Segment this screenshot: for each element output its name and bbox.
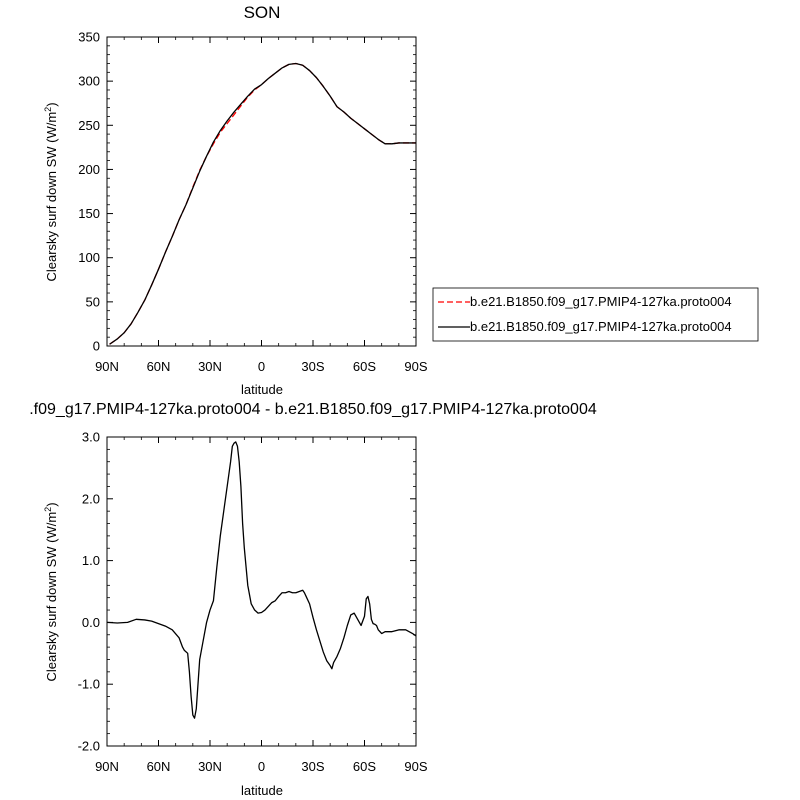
- bottom-y-tick-label: 1.0: [82, 553, 100, 568]
- bottom-x-tick-label: 60S: [353, 759, 376, 774]
- bottom-x-tick-label: 90N: [95, 759, 119, 774]
- bottom-series-line-1: [106, 441, 417, 719]
- top-chart-title: SON: [244, 3, 281, 22]
- bottom-x-tick-label: 30S: [301, 759, 324, 774]
- bottom-y-axis-label: Clearsky surf down SW (W/m2): [43, 502, 59, 681]
- legend: b.e21.B1850.f09_g17.PMIP4-127ka.proto004…: [432, 287, 759, 342]
- legend-entry-2-label: b.e21.B1850.f09_g17.PMIP4-127ka.proto004: [470, 319, 732, 334]
- bottom-plot-frame: [106, 436, 417, 747]
- top-x-tick-label: 90N: [95, 359, 119, 374]
- top-x-tick-label: 0: [258, 359, 265, 374]
- top-y-tick-label: 350: [78, 30, 100, 45]
- top-y-tick-label: 50: [86, 294, 100, 309]
- bottom-series-lines: [106, 441, 417, 719]
- top-series-lines: [109, 62, 416, 345]
- bottom-y-axis-label-sup: 2: [43, 507, 53, 512]
- top-plot-frame: [106, 36, 417, 347]
- top-y-ticks: 0 50 100 150 200 250 300 350: [78, 30, 416, 354]
- bottom-y-tick-label: 3.0: [82, 430, 100, 445]
- top-x-tick-label: 30S: [301, 359, 324, 374]
- top-x-tick-label: 30N: [198, 359, 222, 374]
- bottom-y-tick-label: -1.0: [78, 677, 100, 692]
- bottom-y-tick-label: 0.0: [82, 615, 100, 630]
- top-x-axis-label: latitude: [241, 382, 283, 397]
- bottom-x-tick-label: 90S: [404, 759, 427, 774]
- bottom-y-tick-label: 2.0: [82, 491, 100, 506]
- bottom-panel: .f09_g17.PMIP4-127ka.proto004 - b.e21.B1…: [29, 401, 597, 798]
- top-y-axis-label-sup: 2: [43, 107, 53, 112]
- top-y-tick-label: 250: [78, 118, 100, 133]
- bottom-y-tick-label: -2.0: [78, 739, 100, 754]
- top-y-tick-label: 0: [93, 339, 100, 354]
- top-x-tick-label: 90S: [404, 359, 427, 374]
- top-x-tick-label: 60N: [147, 359, 171, 374]
- bottom-x-tick-label: 0: [258, 759, 265, 774]
- top-y-axis-label: Clearsky surf down SW (W/m2): [43, 102, 59, 281]
- top-series-line-1: [109, 62, 416, 345]
- bottom-chart-title: .f09_g17.PMIP4-127ka.proto004 - b.e21.B1…: [29, 401, 597, 418]
- top-y-tick-label: 300: [78, 74, 100, 89]
- top-series-line-2: [109, 62, 416, 345]
- legend-frame: [432, 287, 759, 342]
- bottom-y-ticks: -2.0 -1.0 0.0 1.0 2.0 3.0: [78, 430, 416, 754]
- top-x-tick-label: 60S: [353, 359, 376, 374]
- top-panel: SON Clearsky surf down SW (W/m2) latitud…: [43, 3, 428, 397]
- top-x-ticks: 90N 60N 30N 0 30S 60S 90S: [95, 37, 428, 374]
- bottom-x-axis-label: latitude: [241, 783, 283, 798]
- top-y-axis-label-end: ): [44, 102, 59, 106]
- top-y-tick-label: 100: [78, 250, 100, 265]
- bottom-y-axis-label-end: ): [44, 502, 59, 506]
- top-y-tick-label: 150: [78, 206, 100, 221]
- bottom-x-ticks: 90N 60N 30N 0 30S 60S 90S: [95, 437, 428, 774]
- legend-entry-1-label: b.e21.B1850.f09_g17.PMIP4-127ka.proto004: [470, 294, 732, 309]
- top-y-tick-label: 200: [78, 162, 100, 177]
- bottom-y-axis-label-main: Clearsky surf down SW (W/m: [44, 512, 59, 682]
- bottom-x-tick-label: 60N: [147, 759, 171, 774]
- bottom-x-tick-label: 30N: [198, 759, 222, 774]
- top-y-axis-label-main: Clearsky surf down SW (W/m: [44, 112, 59, 282]
